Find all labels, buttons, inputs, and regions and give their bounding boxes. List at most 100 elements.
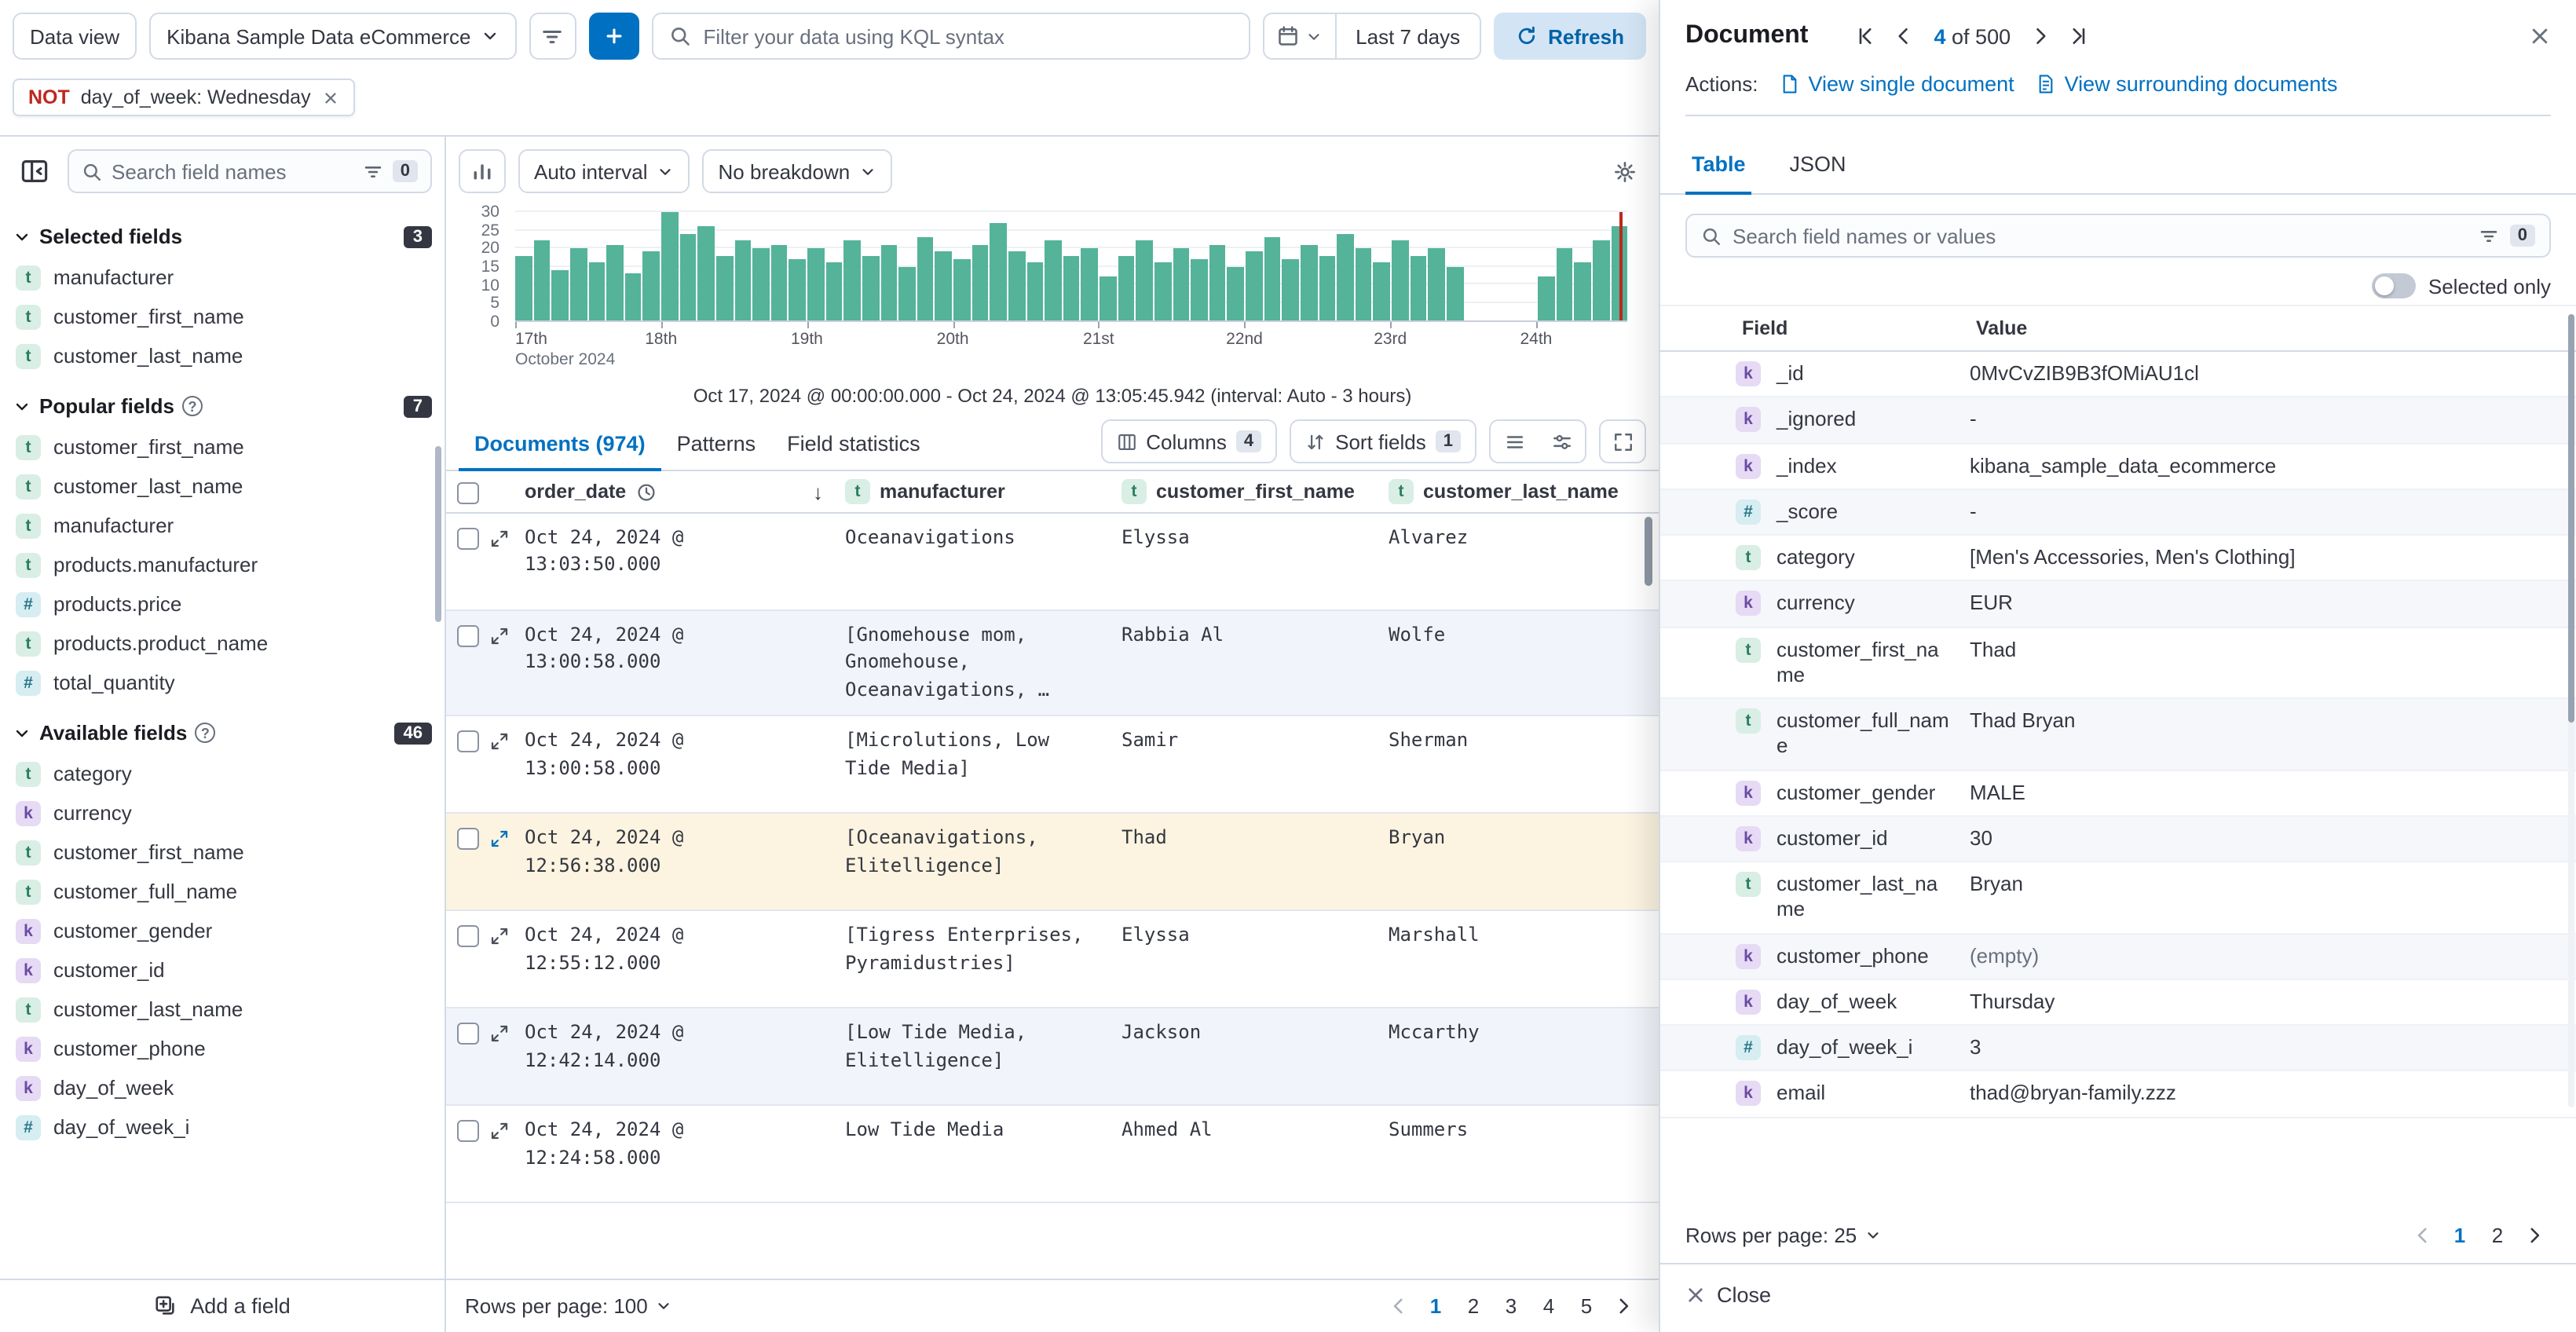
field-item-customer_last_name[interactable]: t customer_last_name xyxy=(0,467,445,506)
histogram-bar[interactable] xyxy=(1246,251,1263,320)
cell-customer-first-name[interactable]: Ahmed Al xyxy=(1122,1118,1213,1141)
histogram-bar[interactable] xyxy=(1008,251,1025,320)
doc-field-row-_index[interactable]: k _index kibana_sample_data_ecommerce xyxy=(1660,444,2576,490)
cell-manufacturer[interactable]: [Gnomehouse mom, Gnomehouse, Oceanavigat… xyxy=(845,624,1050,701)
row-checkbox[interactable] xyxy=(457,625,479,647)
previous-document-button[interactable] xyxy=(1886,19,1921,53)
select-all-checkbox[interactable] xyxy=(457,482,479,504)
field-item-total_quantity[interactable]: # total_quantity xyxy=(0,663,445,702)
row-density-button[interactable] xyxy=(1491,421,1538,462)
field-item-day_of_week[interactable]: k day_of_week xyxy=(0,1068,445,1107)
flyout-scrollbar[interactable] xyxy=(2568,314,2574,723)
collapse-sidebar-button[interactable] xyxy=(13,149,57,193)
cell-order-date[interactable]: Oct 24, 2024 @ 12:42:14.000 xyxy=(525,1021,684,1071)
cell-manufacturer[interactable]: [Tigress Enterprises, Pyramidustries] xyxy=(845,924,1084,974)
previous-page-icon[interactable] xyxy=(2406,1225,2439,1246)
cell-customer-first-name[interactable]: Elyssa xyxy=(1122,924,1190,946)
cell-order-date[interactable]: Oct 24, 2024 @ 12:55:12.000 xyxy=(525,924,684,974)
tab-patterns[interactable]: Patterns xyxy=(676,432,756,456)
columns-button[interactable]: Columns 4 xyxy=(1100,419,1278,463)
field-item-manufacturer[interactable]: t manufacturer xyxy=(0,506,445,545)
histogram-bar[interactable] xyxy=(953,258,971,320)
data-view-label-button[interactable]: Data view xyxy=(13,13,137,60)
histogram-bar[interactable] xyxy=(898,266,916,320)
field-search-input[interactable]: Search field names 0 xyxy=(68,149,432,193)
histogram-bar[interactable] xyxy=(1355,248,1372,320)
row-checkbox[interactable] xyxy=(457,1023,479,1045)
histogram-bar[interactable] xyxy=(1100,276,1117,320)
cell-customer-last-name[interactable]: Wolfe xyxy=(1389,624,1446,646)
expand-document-icon[interactable] xyxy=(490,829,509,848)
selected-only-toggle[interactable] xyxy=(2371,273,2416,298)
row-checkbox[interactable] xyxy=(457,925,479,948)
histogram-bar[interactable] xyxy=(1191,258,1208,320)
expand-document-icon[interactable] xyxy=(490,627,509,646)
histogram-bar[interactable] xyxy=(880,244,898,320)
cell-order-date[interactable]: Oct 24, 2024 @ 13:00:58.000 xyxy=(525,624,684,673)
histogram-bar[interactable] xyxy=(862,255,879,320)
filter-pill[interactable]: NOT day_of_week: Wednesday xyxy=(13,79,355,116)
doc-field-row-_ignored[interactable]: k _ignored - xyxy=(1660,397,2576,444)
histogram-bar[interactable] xyxy=(551,269,569,320)
histogram-bar[interactable] xyxy=(679,233,697,320)
next-page-icon[interactable] xyxy=(2518,1225,2551,1246)
histogram-bar[interactable] xyxy=(770,244,788,320)
view-surrounding-documents-link[interactable]: View surrounding documents xyxy=(2036,72,2337,96)
field-item-customer_full_name[interactable]: t customer_full_name xyxy=(0,872,445,911)
histogram-bar[interactable] xyxy=(1300,244,1317,320)
section-header-available-fields[interactable]: Available fields? 46 xyxy=(0,702,445,754)
cell-manufacturer[interactable]: [Low Tide Media, Elitelligence] xyxy=(845,1021,1027,1071)
histogram-bar[interactable] xyxy=(1081,248,1098,320)
field-item-products.manufacturer[interactable]: t products.manufacturer xyxy=(0,545,445,584)
cell-order-date[interactable]: Oct 24, 2024 @ 13:03:50.000 xyxy=(525,526,684,576)
page-5[interactable]: 5 xyxy=(1580,1294,1593,1318)
histogram-bar[interactable] xyxy=(990,222,1007,320)
time-range-value[interactable]: Last 7 days xyxy=(1356,24,1461,48)
histogram-bar[interactable] xyxy=(1118,255,1135,320)
histogram-bar[interactable] xyxy=(1319,255,1336,320)
doc-field-row-customer_first_name[interactable]: t customer_first_name Thad xyxy=(1660,628,2576,699)
row-checkbox[interactable] xyxy=(457,730,479,753)
row-checkbox[interactable] xyxy=(457,528,479,550)
close-flyout-icon[interactable] xyxy=(2529,25,2551,47)
remove-filter-icon[interactable] xyxy=(322,89,339,106)
histogram-bar[interactable] xyxy=(1227,266,1244,320)
doc-field-row-customer_gender[interactable]: k customer_gender MALE xyxy=(1660,770,2576,817)
page-2[interactable]: 2 xyxy=(1467,1294,1480,1318)
column-header-manufacturer[interactable]: t manufacturer xyxy=(845,479,1122,504)
previous-page-icon[interactable] xyxy=(1382,1296,1415,1316)
cell-manufacturer[interactable]: [Oceanavigations, Elitelligence] xyxy=(845,826,1038,876)
close-flyout-button[interactable]: Close xyxy=(1685,1283,1771,1307)
field-item-products.product_name[interactable]: t products.product_name xyxy=(0,624,445,663)
field-item-category[interactable]: t category xyxy=(0,754,445,793)
toggle-chart-button[interactable] xyxy=(459,149,506,193)
histogram-bar[interactable] xyxy=(843,240,861,320)
doc-field-row-customer_id[interactable]: k customer_id 30 xyxy=(1660,816,2576,862)
doc-field-row-customer_last_name[interactable]: t customer_last_name Bryan xyxy=(1660,862,2576,934)
histogram-bar[interactable] xyxy=(1136,240,1153,320)
cell-order-date[interactable]: Oct 24, 2024 @ 12:24:58.000 xyxy=(525,1118,684,1169)
refresh-button[interactable]: Refresh xyxy=(1493,13,1646,60)
cell-customer-last-name[interactable]: Bryan xyxy=(1389,826,1446,849)
cell-manufacturer[interactable]: [Microlutions, Low Tide Media] xyxy=(845,729,1050,779)
add-field-button[interactable]: Add a field xyxy=(0,1279,445,1332)
cell-customer-last-name[interactable]: Summers xyxy=(1389,1118,1469,1141)
field-item-products.price[interactable]: # products.price xyxy=(0,584,445,624)
histogram-bar[interactable] xyxy=(1446,266,1463,320)
histogram-bar[interactable] xyxy=(1611,226,1628,320)
tab-json[interactable]: JSON xyxy=(1789,152,1846,176)
section-header-selected-fields[interactable]: Selected fields 3 xyxy=(0,206,445,258)
breakdown-dropdown[interactable]: No breakdown xyxy=(702,149,893,193)
cell-customer-first-name[interactable]: Jackson xyxy=(1122,1021,1202,1044)
page-1[interactable]: 1 xyxy=(2453,1224,2466,1247)
row-checkbox[interactable] xyxy=(457,828,479,851)
doc-field-row-customer_phone[interactable]: k customer_phone (empty) xyxy=(1660,934,2576,980)
doc-rows-per-page-dropdown[interactable]: Rows per page: 25 xyxy=(1685,1224,1882,1247)
histogram-bar[interactable] xyxy=(1392,240,1409,320)
field-item-customer_first_name[interactable]: t customer_first_name xyxy=(0,832,445,872)
data-view-picker[interactable]: Kibana Sample Data eCommerce xyxy=(149,13,517,60)
tab-field-statistics[interactable]: Field statistics xyxy=(787,432,920,456)
cell-manufacturer[interactable]: Oceanavigations xyxy=(845,526,1015,548)
histogram-bar[interactable] xyxy=(569,248,587,320)
expand-document-icon[interactable] xyxy=(490,927,509,946)
